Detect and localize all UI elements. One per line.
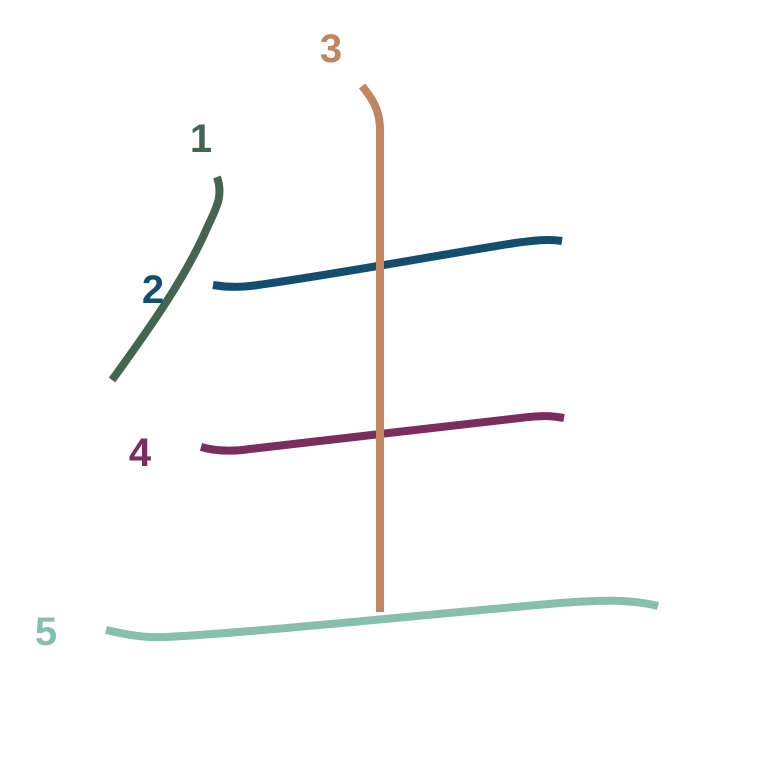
stroke-number-1: 1 [190, 117, 212, 161]
stroke-5 [105, 596, 659, 642]
stroke-1 [108, 175, 224, 383]
stroke-number-5: 5 [35, 610, 57, 654]
stroke-3 [358, 83, 384, 612]
stroke-number-4: 4 [129, 431, 152, 475]
stroke-2 [212, 235, 563, 291]
stroke-number-2: 2 [142, 268, 164, 312]
stroke-number-3: 3 [320, 27, 342, 71]
